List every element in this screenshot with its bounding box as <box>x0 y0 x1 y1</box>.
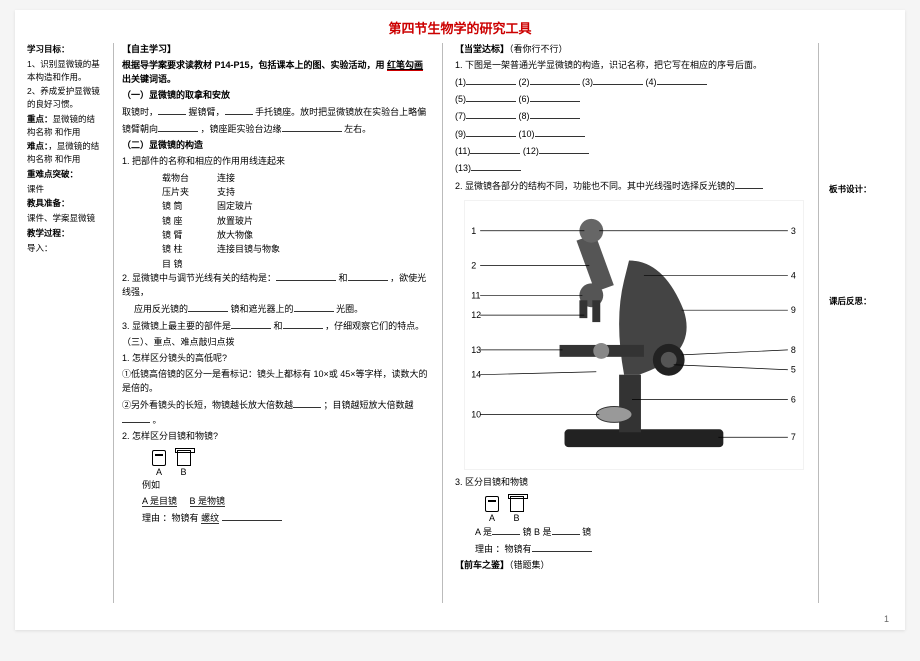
question-2b: 应用反光镜的 镜和遮光器上的 光圈。 <box>122 302 434 317</box>
tools-text: 课件、学案显微镜 <box>27 212 103 225</box>
intro-line: 根据导学案要求读教材 P14-P15，包括课本上的图、实验活动，用 红笔勾画 出… <box>122 59 434 87</box>
notes-sidebar: 板书设计： 课后反思： <box>825 43 885 603</box>
problem-2-heading: 2. 怎样区分目镜和物镜? <box>122 430 434 444</box>
lens-b-icon <box>510 496 524 512</box>
lens-diagram-right: A B <box>485 496 532 526</box>
svg-text:12: 12 <box>471 310 481 320</box>
board-design-heading: 板书设计： <box>829 183 885 195</box>
section-1-line-1: 取镜时， 握镜臂， 手托镜座。放时把显微镜放在实验台上略偏 <box>122 105 434 120</box>
page-number: 1 <box>884 614 889 624</box>
match-question: 1. 把部件的名称和相应的作用用线连起来 <box>122 155 434 169</box>
numbered-blanks: (1) (2) (3) (4) (5) (6) (7) (8) (9) (10) <box>455 75 812 177</box>
q1-text: 1. 下图是一架普通光学显微镜的构造，识记名称，把它写在相应的序号后面。 <box>455 59 812 73</box>
svg-text:7: 7 <box>790 432 795 442</box>
svg-text:9: 9 <box>790 305 795 315</box>
section-1-line-2: 镜臂朝向 ，镜座距实验台边缘 左右。 <box>122 122 434 137</box>
self-study-column: 【自主学习】 根据导学案要求读教材 P14-P15，包括课本上的图、实验活动，用… <box>113 43 443 603</box>
blank[interactable] <box>276 271 336 281</box>
blank[interactable] <box>222 511 282 521</box>
blank[interactable] <box>735 179 763 189</box>
heading-goals: 学习目标： <box>27 43 103 56</box>
reflection-heading: 课后反思： <box>829 295 885 307</box>
microscope-diagram: 1 2 11 12 13 14 10 3 4 9 8 5 6 7 <box>464 200 804 470</box>
lens-diagram-mid: A B <box>152 450 199 480</box>
blank[interactable] <box>552 525 580 535</box>
lens-a-icon <box>485 496 499 512</box>
lens-b-icon <box>177 450 191 466</box>
svg-text:3: 3 <box>790 225 795 235</box>
lens-a-icon <box>152 450 166 466</box>
problem-1b: ②另外看镜头的长短，物镜越长放大倍数越 ；目镜越短放大倍数越 。 <box>122 398 434 428</box>
problem-1a: ①低镜高倍镜的区分一是看标记：镜头上都标有 10×或 45×等字样，读数大的是倍… <box>122 368 434 396</box>
blank[interactable] <box>282 122 342 132</box>
blank[interactable] <box>225 105 253 115</box>
problem-1-heading: 1. 怎样区分镜头的高低呢? <box>122 352 434 366</box>
assessment-column: 【当堂达标】（看你行不行） 1. 下图是一架普通光学显微镜的构造，识记名称，把它… <box>449 43 819 603</box>
question-3: 3. 显微镜上最主要的部件是 和 ，仔细观察它们的特点。 <box>122 319 434 334</box>
heading-keypoint: 重点： <box>27 114 53 124</box>
svg-text:10: 10 <box>471 409 481 419</box>
svg-text:5: 5 <box>790 364 795 374</box>
svg-text:14: 14 <box>471 369 481 379</box>
match-table: 载物台连接 压片夹支持 镜 筒固定玻片 镜 座放置玻片 镜 臂放大物像 镜 柱连… <box>162 171 434 272</box>
assessment-heading: 【当堂达标】（看你行不行） <box>455 43 812 57</box>
breakthrough-text: 课件 <box>27 183 103 196</box>
svg-text:11: 11 <box>471 290 480 300</box>
svg-text:8: 8 <box>790 344 795 354</box>
svg-text:1: 1 <box>471 225 476 235</box>
example-line: 例如 <box>142 479 434 493</box>
heading-difficulty: 难点： <box>27 141 48 151</box>
blank[interactable] <box>122 413 150 423</box>
red-pen-text: 红笔勾画 <box>387 60 423 71</box>
q3-text: 3. 区分目镜和物镜 <box>455 476 812 490</box>
question-2: 2. 显微镜中与调节光线有关的结构是： 和 ，欲使光线强， <box>122 271 434 300</box>
heading-breakthrough: 重难点突破： <box>27 168 103 181</box>
section-1-heading: （一）显微镜的取拿和安放 <box>122 89 434 103</box>
objectives-sidebar: 学习目标： 1、识别显微镜的基本构造和作用。 2、养成爱护显微镜的良好习惯。 重… <box>27 43 107 603</box>
svg-text:6: 6 <box>790 394 795 404</box>
blank[interactable] <box>158 122 198 132</box>
heading-process: 教学过程： <box>27 227 103 240</box>
goal-2: 2、养成爱护显微镜的良好习惯。 <box>27 85 103 111</box>
self-study-heading: 【自主学习】 <box>122 43 434 57</box>
blank[interactable] <box>492 525 520 535</box>
blank[interactable] <box>348 271 388 281</box>
ab-answer: A 是目镜 B 是物镜 <box>142 495 434 509</box>
process-text: 导入： <box>27 242 103 255</box>
blank[interactable] <box>532 542 592 552</box>
blank[interactable] <box>158 105 186 115</box>
ab-fill: A 是 镜 B 是 镜 <box>475 525 812 540</box>
svg-text:13: 13 <box>471 344 481 354</box>
section-2-heading: （二）显微镜的构造 <box>122 139 434 153</box>
blank[interactable] <box>188 302 228 312</box>
goal-1: 1、识别显微镜的基本构造和作用。 <box>27 58 103 84</box>
q2-text: 2. 显微镜各部分的结构不同，功能也不同。其中光线强时选择反光镜的 <box>455 179 812 194</box>
reason-line: 理由 ：物镜有 螺纹 <box>142 511 434 526</box>
svg-text:2: 2 <box>471 260 476 270</box>
mistakes-heading: 【前车之鉴】（错题集） <box>455 559 812 573</box>
blank[interactable] <box>231 319 271 329</box>
blank[interactable] <box>283 319 323 329</box>
section-3-heading: （三）、重点、难点敲归点拨 <box>122 336 434 350</box>
reason-fill: 理由 ：物镜有 <box>475 542 812 557</box>
heading-tools: 教具准备： <box>27 197 103 210</box>
blank[interactable] <box>294 302 334 312</box>
blank[interactable] <box>293 398 321 408</box>
page-title: 第四节生物学的研究工具 <box>27 18 893 37</box>
svg-text:4: 4 <box>790 270 795 280</box>
